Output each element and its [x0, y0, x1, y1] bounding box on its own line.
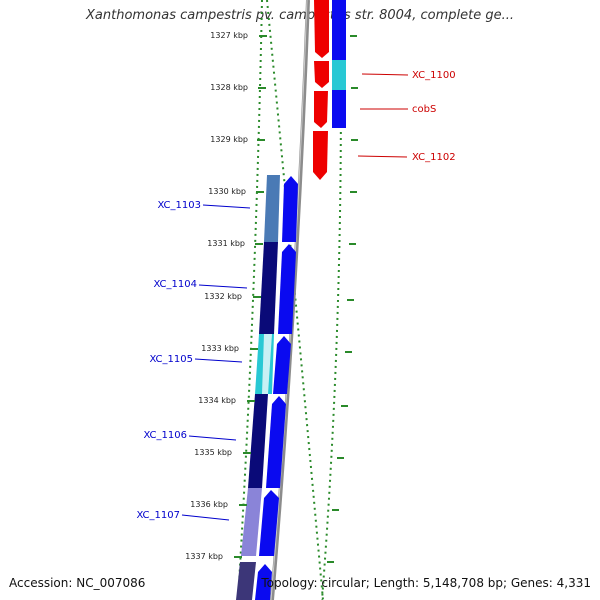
tick-label: 1329 kbp [210, 135, 248, 144]
tick-label: 1331 kbp [207, 239, 245, 248]
tick-label: 1327 kbp [210, 31, 248, 40]
reverse-gene-segment [314, 61, 329, 88]
forward-gene-segment [282, 176, 298, 242]
gene-leader-line [198, 284, 248, 289]
forward-gene-track [255, 176, 298, 600]
genome-summary: Topology: circular; Length: 5,148,708 bp… [261, 576, 591, 590]
gene-label-forward[interactable]: XC_1104 [153, 279, 197, 290]
gene-label-forward[interactable]: XC_1107 [136, 510, 180, 521]
reverse-gene-segment [314, 91, 328, 128]
gene-label-reverse[interactable]: XC_1100 [412, 70, 456, 81]
forward-gene-segment [255, 564, 272, 600]
reverse-gene-track [313, 0, 329, 180]
accession-label: Accession: NC_007086 [9, 576, 146, 590]
tick-ring [237, 0, 263, 600]
blast-track-right [332, 0, 346, 128]
forward-gene-segment [273, 336, 291, 394]
gene-leader-line [181, 514, 230, 521]
gene-label-forward[interactable]: XC_1103 [157, 200, 201, 211]
gene-leader-line [194, 358, 243, 363]
gene-leader-line [357, 155, 408, 158]
reverse-gene-segment [313, 131, 328, 180]
tick-label: 1328 kbp [210, 83, 248, 92]
gene-leader-line [202, 204, 251, 209]
tick-label: 1335 kbp [194, 448, 232, 457]
gene-leader-line [188, 435, 237, 441]
forward-gene-segment [259, 490, 279, 556]
gene-label-reverse[interactable]: cobS [412, 104, 436, 115]
forward-gene-segment [266, 396, 286, 488]
tick-label: 1333 kbp [201, 344, 239, 353]
tick-label: 1336 kbp [190, 500, 228, 509]
tick-label: 1337 kbp [185, 552, 223, 561]
tick-label: 1332 kbp [204, 292, 242, 301]
gene-label-reverse[interactable]: XC_1102 [412, 152, 456, 163]
gene-label-forward[interactable]: XC_1105 [149, 354, 193, 365]
gene-leader-line [361, 73, 409, 76]
map-title: Xanthomonas campestris pv. campestris st… [86, 8, 514, 23]
gene-label-forward[interactable]: XC_1106 [143, 430, 187, 441]
gene-label-group: XC_1100 cobS XC_1102 XC_1103 XC_1104 XC_1105 X… [136, 70, 455, 521]
tick-label: 1330 kbp [208, 187, 246, 196]
blast-track-left [236, 175, 280, 600]
reverse-gene-segment [314, 0, 329, 58]
forward-gene-segment [278, 244, 296, 334]
tick-group: 1327 kbp 1328 kbp 1329 kbp 1330 kbp 1331 kbp… [185, 31, 358, 563]
tick-label: 1334 kbp [198, 396, 236, 405]
